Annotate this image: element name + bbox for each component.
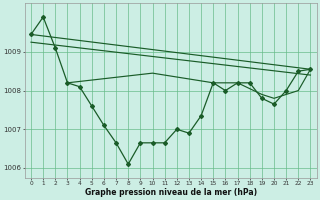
X-axis label: Graphe pression niveau de la mer (hPa): Graphe pression niveau de la mer (hPa) xyxy=(85,188,257,197)
